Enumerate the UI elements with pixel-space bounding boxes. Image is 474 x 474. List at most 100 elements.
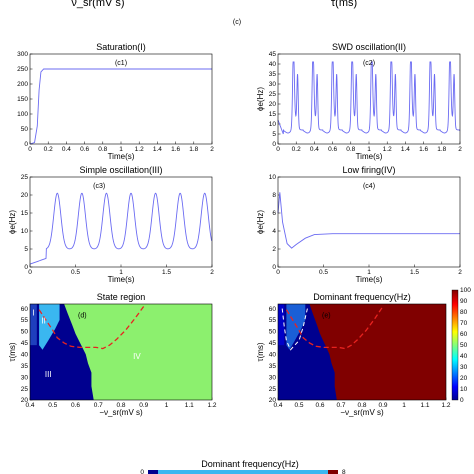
panel-c1: Saturation(I) 0 0.2 0.4 0.6 0.8 1 1.2 1.4 1.6 1.8 2… (17, 42, 214, 161)
panel-label: (c2) (363, 60, 375, 67)
panel-e: Dominant frequency(Hz) 0.4 0.5 0.6 0.7 0.8 0.9… (256, 287, 471, 417)
x-tick-label: 0.4 (273, 402, 282, 409)
x-tick-label: 2 (458, 146, 462, 153)
panel-label: (c3) (93, 183, 105, 190)
y-tick-label: 55 (21, 317, 29, 324)
colorbar-tick-label: 20 (460, 375, 468, 382)
y-tick-label: 0 (272, 264, 276, 271)
y-tick-label: 10 (269, 121, 277, 128)
y-tick-label: 55 (269, 317, 277, 324)
y-tick-label: 20 (269, 101, 277, 108)
x-axis-label: −ν_sr(mV s) (99, 408, 143, 417)
region-label: II (41, 316, 45, 325)
x-tick-label: 1 (402, 402, 406, 409)
y-tick-label: 10 (21, 228, 29, 235)
x-tick-label: 1.2 (135, 146, 144, 153)
y-tick-label: 2 (272, 246, 276, 253)
top-crop-left-label: ν_sr(mV s) (71, 0, 124, 9)
saturation-trace (29, 68, 212, 145)
y-tick-label: 50 (269, 329, 277, 336)
plot-frame (29, 303, 213, 401)
x-tick-label: 0.6 (80, 146, 89, 153)
region-label: I (32, 308, 34, 317)
y-tick-label: 6 (272, 210, 276, 217)
x-tick-label: 0.9 (378, 402, 387, 409)
x-tick-label: 1.8 (437, 146, 446, 153)
y-tick-label: 4 (272, 228, 276, 235)
y-tick-label: 25 (21, 174, 29, 181)
region-ii (286, 304, 306, 350)
y-tick-label: 45 (269, 340, 277, 347)
x-tick-label: 0.7 (94, 402, 103, 409)
x-tick-label: 1 (119, 146, 123, 153)
colorbar-tick-label: 60 (460, 331, 468, 338)
x-tick-label: 2 (210, 146, 214, 153)
y-tick-label: 8 (272, 192, 276, 199)
x-tick-label: 0.6 (328, 146, 337, 153)
y-tick-label: 15 (21, 210, 29, 217)
x-tick-label: 1.5 (410, 269, 419, 276)
bottom-colorbar-tick-left: 0 (140, 469, 144, 474)
y-tick-label: 45 (269, 51, 277, 58)
colorbar-tick-label: 0 (460, 397, 464, 404)
panel-label: (d) (78, 313, 87, 320)
plot-frame (29, 53, 213, 145)
y-tick-label: 250 (17, 66, 28, 73)
y-tick-label: 45 (21, 340, 29, 347)
region-i (30, 304, 37, 346)
x-tick-label: 1 (119, 269, 123, 276)
panel-label: (c1) (115, 60, 127, 67)
bottom-colorbar-tick-right: 8 (342, 469, 346, 474)
colorbar-tick-label: 50 (460, 342, 468, 349)
panel-label: (c4) (363, 183, 375, 190)
x-tick-label: 0 (276, 269, 280, 276)
panel-c4: Low firing(IV) 0 0.5 1 1.5 2 0 2 4 6 8 10 Time(s) ϕe(… (256, 165, 462, 284)
panel-label: (e) (322, 313, 331, 320)
y-tick-label: 40 (21, 351, 29, 358)
y-tick-label: 300 (17, 51, 28, 58)
x-axis-label: Time(s) (356, 152, 383, 161)
region-i (278, 304, 285, 346)
x-tick-label: 0.8 (346, 146, 355, 153)
x-tick-label: 1.2 (207, 402, 216, 409)
x-axis-label: Time(s) (356, 275, 383, 284)
colorbar-tick-label: 70 (460, 320, 468, 327)
x-tick-label: 0 (28, 269, 32, 276)
x-tick-label: 1.4 (401, 146, 410, 153)
y-tick-label: 15 (269, 111, 277, 118)
x-tick-label: 0.4 (62, 146, 71, 153)
colorbar-tick-label: 40 (460, 353, 468, 360)
y-tick-label: 50 (21, 126, 29, 133)
chart-title: Simple oscillation(III) (79, 165, 162, 175)
x-tick-label: 1.6 (419, 146, 428, 153)
x-tick-label: 1.1 (420, 402, 429, 409)
y-tick-label: 40 (269, 351, 277, 358)
x-tick-label: 1.5 (162, 269, 171, 276)
x-tick-label: 1.8 (189, 146, 198, 153)
x-tick-label: 0.5 (48, 402, 57, 409)
bottom-colorbar-title: Dominant frequency(Hz) (201, 459, 299, 469)
panel-c2: SWD oscillation(II) 0 0.2 0.4 0.6 0.8 1 1.2 1.4 1… (256, 42, 462, 161)
y-tick-label: 35 (21, 363, 29, 370)
x-tick-label: 0.9 (139, 402, 148, 409)
top-crop-right-label: τ(ms) (331, 0, 357, 9)
x-axis-label: Time(s) (108, 152, 135, 161)
x-axis-label: Time(s) (108, 275, 135, 284)
x-tick-label: 1.1 (185, 402, 194, 409)
white-dashed-boundary (281, 308, 308, 351)
y-tick-label: 25 (21, 386, 29, 393)
colorbar-tick-label: 30 (460, 364, 468, 371)
x-tick-label: 0.4 (310, 146, 319, 153)
x-tick-label: 1 (367, 269, 371, 276)
x-tick-label: 0.5 (319, 269, 328, 276)
plot-frame (277, 53, 461, 145)
chart-title: Low firing(IV) (342, 165, 395, 175)
y-tick-label: 25 (269, 91, 277, 98)
dashed-boundary (38, 305, 145, 350)
region-ii (39, 304, 60, 350)
y-tick-label: 0 (24, 141, 28, 148)
x-tick-label: 0.6 (71, 402, 80, 409)
chart-title: SWD oscillation(II) (332, 42, 406, 52)
y-axis-label: ϕe(Hz) (8, 210, 17, 234)
